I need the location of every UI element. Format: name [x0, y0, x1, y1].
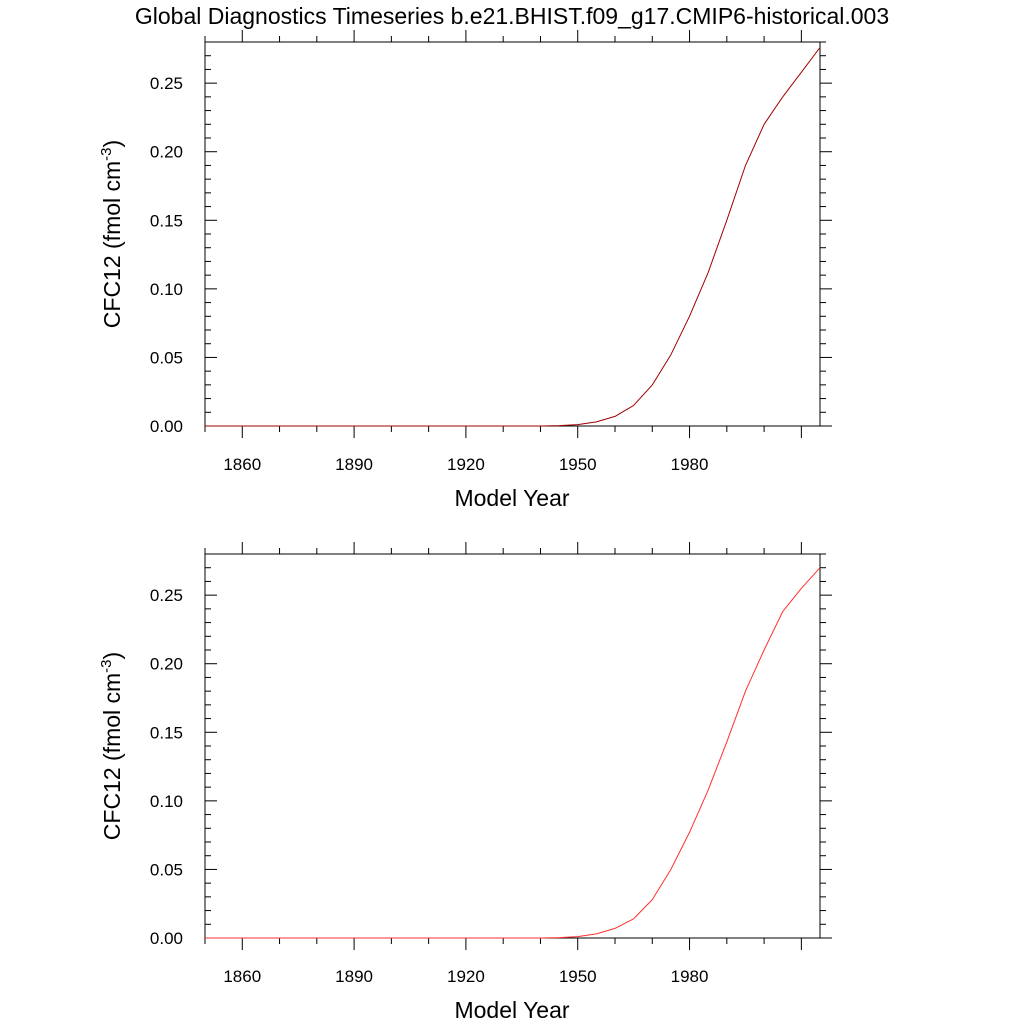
y-tick-label: 0.00 [150, 929, 183, 948]
x-tick-label: 1950 [559, 967, 597, 986]
x-axis-label: Model Year [454, 997, 569, 1023]
series-line-0 [205, 567, 821, 939]
y-tick-label: 0.10 [150, 280, 183, 299]
plot-frame [204, 41, 821, 427]
y-axis-label-exponent: -3 [98, 147, 115, 160]
y-tick-label: 0.10 [150, 792, 183, 811]
y-axis-label: CFC12 (fmol cm-3) [98, 140, 125, 328]
x-tick-label: 1860 [223, 967, 261, 986]
y-axis-label-main: CFC12 (fmol cm [99, 673, 125, 840]
y-tick-label: 0.15 [150, 723, 183, 742]
x-tick-label: 1920 [447, 455, 485, 474]
y-tick-label: 0.15 [150, 211, 183, 230]
x-tick-label: 1950 [559, 455, 597, 474]
bottom-panel: 0.00 0.05 0.10 0.15 0.20 0.25 1860 1890 1920 1950… [98, 542, 832, 1023]
x-tick-label: 1890 [335, 967, 373, 986]
x-axis-label: Model Year [454, 485, 569, 511]
x-tick-label: 1980 [671, 967, 709, 986]
x-tick-label: 1920 [447, 967, 485, 986]
y-tick-label: 0.20 [150, 143, 183, 162]
top-panel: 0.00 0.05 0.10 0.15 0.20 0.25 1860 1890 1920 1950… [98, 30, 832, 511]
x-tick-label: 1890 [335, 455, 373, 474]
y-tick-label: 0.25 [150, 74, 183, 93]
y-axis-label: CFC12 (fmol cm-3) [98, 652, 125, 840]
y-axis-label-exponent: -3 [98, 659, 115, 672]
y-axis-label-close: ) [99, 140, 125, 148]
x-tick-label: 1860 [223, 455, 261, 474]
y-tick-label: 0.00 [150, 417, 183, 436]
series-line-0 [205, 47, 821, 427]
y-axis-label-main: CFC12 (fmol cm [99, 161, 125, 328]
figure-title: Global Diagnostics Timeseries b.e21.BHIS… [135, 3, 889, 29]
y-tick-label: 0.20 [150, 655, 183, 674]
plot-frame [204, 553, 821, 939]
y-tick-label: 0.05 [150, 348, 183, 367]
x-tick-label: 1980 [671, 455, 709, 474]
y-tick-label: 0.05 [150, 860, 183, 879]
y-axis-label-close: ) [99, 652, 125, 660]
y-tick-label: 0.25 [150, 586, 183, 605]
